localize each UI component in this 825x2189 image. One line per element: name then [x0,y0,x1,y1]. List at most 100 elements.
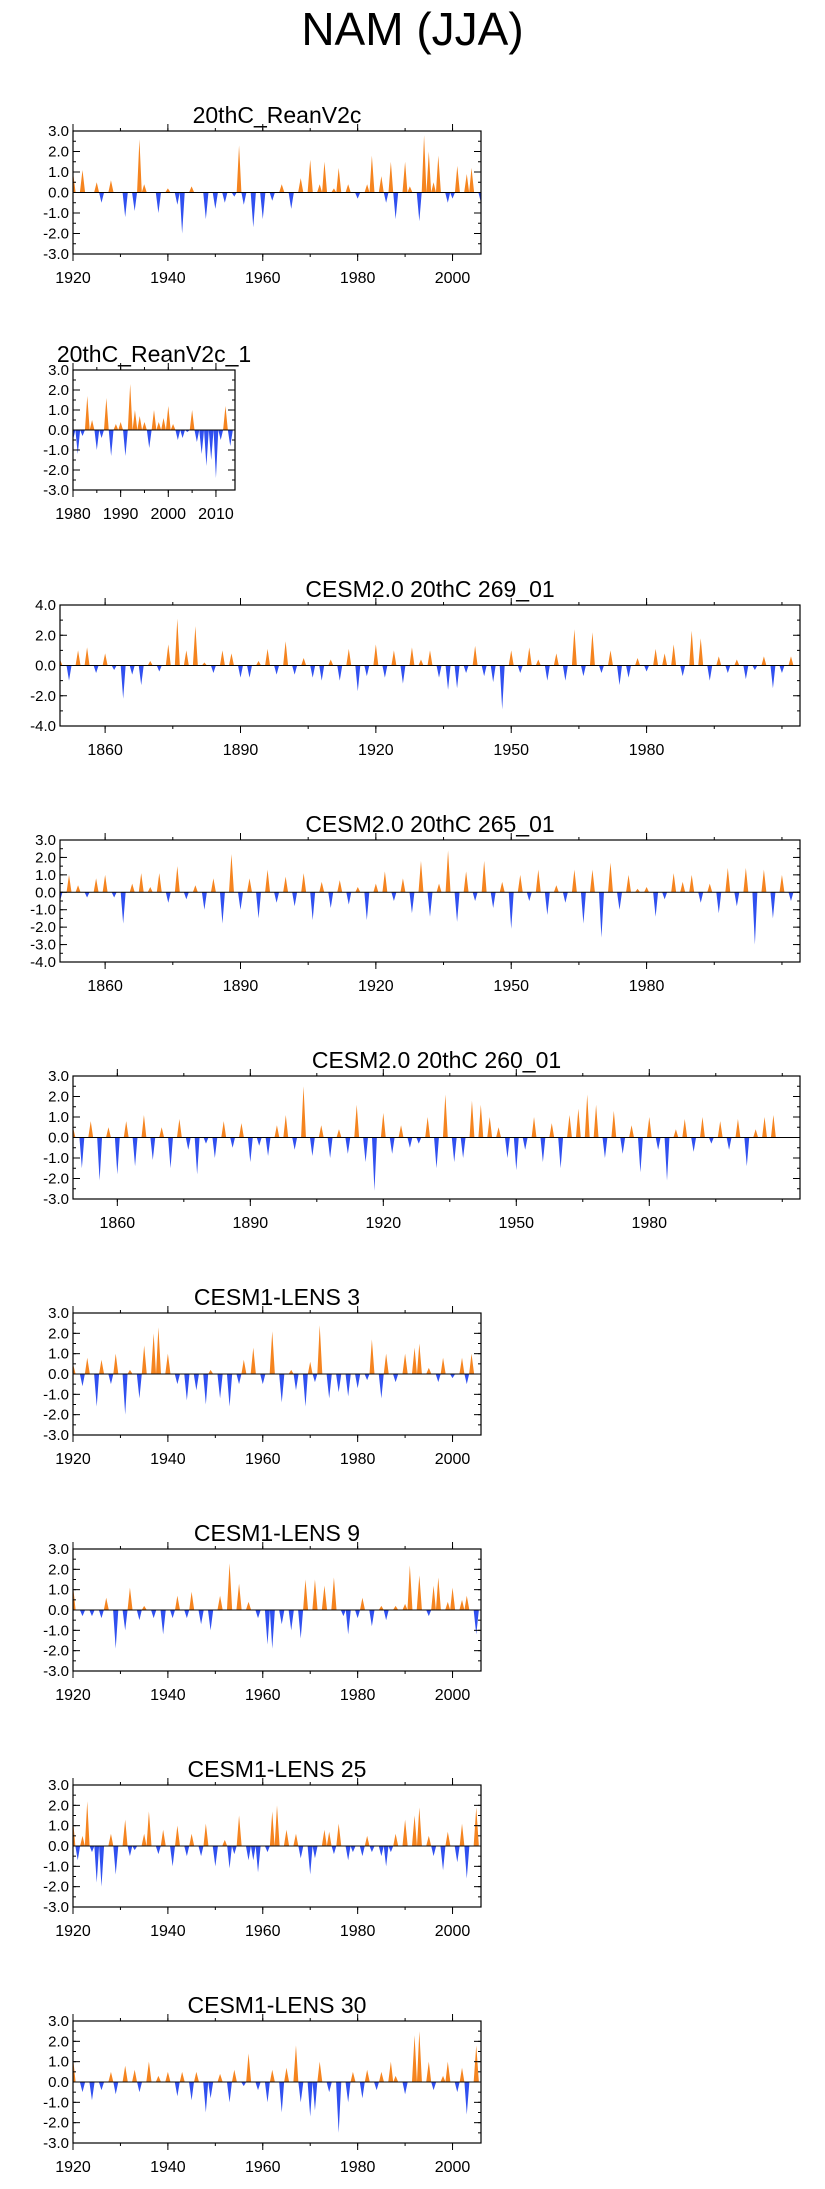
x-tick-label: 1920 [55,1451,91,1468]
x-tick-label: 1860 [87,742,123,759]
y-tick-label: 2.0 [48,144,69,161]
y-tick-label: -2.0 [43,1407,69,1424]
x-tick-label: 1890 [233,1215,269,1232]
x-tick-label: 2010 [198,506,234,523]
x-tick-label: 1990 [103,506,139,523]
y-tick-label: -4.0 [30,718,56,735]
x-tick-label: 1920 [366,1215,402,1232]
y-tick-label: -3.0 [43,1191,69,1208]
y-tick-label: 2.0 [48,1561,69,1578]
x-tick-label: 1940 [150,1923,186,1940]
y-tick-label: 3.0 [48,362,69,379]
x-tick-label: 2000 [435,1451,471,1468]
y-tick-label: -2.0 [30,919,56,936]
x-tick-label: 1980 [340,1451,376,1468]
x-tick-label: 1920 [55,2159,91,2176]
y-tick-label: -1.0 [43,1622,69,1639]
x-tick-label: 1980 [340,1923,376,1940]
y-tick-label: -2.0 [30,688,56,705]
panel-title: CESM2.0 20thC 265_01 [305,811,554,837]
x-tick-label: 1860 [87,978,123,995]
chart-panel-4: CESM2.0 20thC 265_01 3.02.01.00.0-1.0-2.0… [30,811,801,995]
y-tick-label: 2.0 [48,1089,69,1106]
y-tick-label: -3.0 [43,1427,69,1444]
y-tick-label: 2.0 [35,849,56,866]
negative-anomaly-area [73,1846,481,1887]
positive-anomaly-area [60,618,800,666]
y-tick-label: 4.0 [35,597,56,614]
y-tick-label: -4.0 [30,954,56,971]
y-tick-label: 0.0 [48,1130,69,1147]
y-tick-label: 3.0 [48,123,69,140]
x-tick-label: 1980 [629,742,665,759]
y-tick-label: 3.0 [48,1305,69,1322]
negative-anomaly-area [73,1137,800,1191]
x-tick-label: 1960 [245,1451,281,1468]
y-tick-label: 2.0 [48,1325,69,1342]
positive-anomaly-area [73,384,235,430]
y-tick-label: 1.0 [48,2054,69,2071]
x-tick-label: 1960 [245,1923,281,1940]
x-tick-label: 2000 [435,1923,471,1940]
y-tick-label: -1.0 [43,2094,69,2111]
x-tick-label: 1950 [493,978,529,995]
y-tick-label: -1.0 [43,1150,69,1167]
x-tick-label: 1960 [245,270,281,287]
x-tick-label: 1960 [245,2159,281,2176]
y-tick-label: 1.0 [48,402,69,419]
panel-title: CESM2.0 20thC 269_01 [305,576,554,602]
x-tick-label: 1940 [150,2159,186,2176]
x-tick-label: 1980 [340,1687,376,1704]
x-tick-label: 1950 [493,742,529,759]
y-tick-label: 2.0 [48,1797,69,1814]
chart-panel-1: 20thC_ReanV2c 3.0 2.0 1.0 0.0 -1.0 -2.0 -3.0 192… [43,102,482,287]
y-tick-label: -3.0 [43,2135,69,2152]
y-tick-label: 1.0 [48,1582,69,1599]
x-tick-label: 1980 [55,506,91,523]
y-tick-label: -2.0 [43,462,69,479]
x-tick-label: 1920 [358,742,394,759]
chart-panel-9: CESM1-LENS 30 3.0 2.0 1.0 0.0 -1.0 -2.0 -3.0 192… [43,1992,482,2176]
panel-title: 20thC_ReanV2c_1 [57,341,251,367]
positive-anomaly-area [73,1563,481,1610]
y-tick-label: -1.0 [43,1858,69,1875]
x-tick-label: 1940 [150,1687,186,1704]
y-tick-label: -3.0 [43,1899,69,1916]
x-tick-label: 1920 [55,1923,91,1940]
positive-anomaly-area [73,1801,481,1846]
y-tick-label: 3.0 [48,1068,69,1085]
x-tick-label: 1980 [629,978,665,995]
y-tick-label: -1.0 [43,442,69,459]
chart-panel-2: 20thC_ReanV2c_13.0 2.0 1.0 0.0 -1.0 -2.0 -3.0 1… [43,341,251,523]
y-tick-label: 1.0 [35,867,56,884]
panel-title: CESM1-LENS 9 [194,1520,360,1546]
x-tick-label: 2000 [435,270,471,287]
y-tick-label: -2.0 [43,1643,69,1660]
y-tick-label: 2.0 [35,627,56,644]
y-tick-label: -2.0 [43,1879,69,1896]
x-tick-label: 1890 [223,742,259,759]
x-tick-label: 2000 [150,506,186,523]
figure-title: NAM (JJA) [301,3,524,55]
y-tick-label: 3.0 [48,1777,69,1794]
panel-title: 20thC_ReanV2c [193,102,362,128]
y-tick-label: -3.0 [43,482,69,499]
y-tick-label: 3.0 [35,832,56,849]
y-tick-label: -1.0 [43,1386,69,1403]
y-tick-label: 0.0 [48,1602,69,1619]
x-tick-label: 1920 [55,270,91,287]
x-tick-label: 1920 [358,978,394,995]
y-tick-label: -2.0 [43,226,69,243]
y-tick-label: 3.0 [48,1541,69,1558]
x-tick-label: 2000 [435,1687,471,1704]
panel-title: CESM1-LENS 30 [188,1992,367,2018]
chart-panel-7: CESM1-LENS 9 3.0 2.0 1.0 0.0 -1.0 -2.0 -3.0 1920… [43,1520,482,1704]
x-tick-label: 1950 [498,1215,534,1232]
x-tick-label: 1890 [223,978,259,995]
x-tick-label: 1860 [100,1215,136,1232]
x-tick-label: 1960 [245,1687,281,1704]
panel-title: CESM1-LENS 25 [188,1756,367,1782]
x-tick-label: 1940 [150,1451,186,1468]
chart-panel-6: CESM1-LENS 3 3.0 2.0 1.0 0.0 -1.0 -2.0 -3.0 1920… [43,1284,482,1468]
y-tick-label: 2.0 [48,382,69,399]
